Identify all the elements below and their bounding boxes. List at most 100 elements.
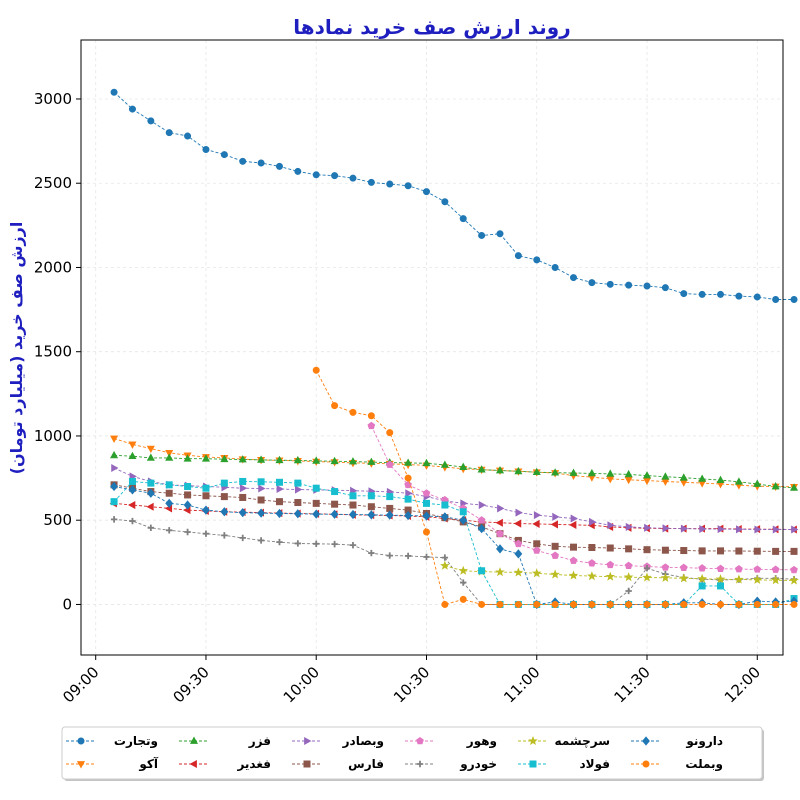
data-point bbox=[349, 174, 357, 182]
legend-marker bbox=[416, 736, 424, 745]
data-point bbox=[349, 501, 357, 509]
data-point bbox=[589, 517, 597, 526]
data-point bbox=[404, 495, 412, 503]
data-point bbox=[258, 484, 266, 493]
data-point bbox=[220, 151, 228, 159]
data-point bbox=[734, 574, 744, 584]
data-point bbox=[441, 600, 449, 608]
data-point bbox=[423, 553, 430, 561]
data-point bbox=[458, 565, 469, 575]
data-point bbox=[661, 472, 670, 480]
series-line bbox=[444, 565, 795, 581]
data-point bbox=[165, 453, 174, 461]
data-point bbox=[165, 481, 173, 489]
data-point bbox=[753, 547, 761, 555]
data-point bbox=[606, 280, 614, 288]
data-point bbox=[367, 510, 376, 520]
data-point bbox=[128, 105, 136, 113]
data-point bbox=[772, 525, 781, 534]
data-point bbox=[551, 468, 560, 476]
data-point bbox=[147, 117, 155, 125]
data-point bbox=[643, 546, 651, 554]
data-point bbox=[496, 544, 504, 554]
data-point bbox=[644, 523, 652, 532]
data-point bbox=[422, 511, 431, 521]
data-point bbox=[607, 521, 615, 530]
legend-marker bbox=[189, 736, 199, 744]
data-point bbox=[570, 543, 578, 551]
data-point bbox=[201, 454, 210, 462]
data-point bbox=[441, 198, 449, 206]
data-point bbox=[716, 564, 725, 573]
data-point bbox=[550, 520, 558, 529]
data-point bbox=[495, 567, 505, 577]
data-point bbox=[129, 517, 136, 525]
series-line bbox=[114, 502, 795, 530]
data-point bbox=[459, 595, 467, 603]
data-point bbox=[404, 510, 413, 521]
data-point bbox=[717, 582, 725, 590]
series-line bbox=[114, 484, 794, 552]
y-tick-label: 3000 bbox=[34, 90, 72, 108]
data-point bbox=[570, 600, 578, 608]
data-point bbox=[110, 516, 118, 523]
data-point bbox=[330, 509, 339, 519]
legend-label: آکو bbox=[138, 756, 159, 772]
data-point bbox=[459, 508, 467, 516]
data-point bbox=[294, 499, 302, 507]
legend-item: فزر bbox=[179, 734, 271, 748]
legend-item: آکو bbox=[66, 756, 159, 772]
data-point bbox=[698, 582, 706, 590]
data-point bbox=[515, 508, 523, 517]
series-3 bbox=[110, 450, 799, 491]
legend-label: فغدیر bbox=[236, 757, 271, 771]
data-point bbox=[422, 458, 431, 467]
data-point bbox=[532, 546, 541, 554]
data-point bbox=[331, 172, 339, 180]
data-point bbox=[183, 500, 192, 510]
y-tick-label: 2000 bbox=[34, 258, 72, 276]
data-point bbox=[405, 489, 413, 498]
data-point bbox=[772, 600, 780, 608]
data-point bbox=[587, 571, 597, 581]
data-point bbox=[293, 509, 302, 519]
data-point bbox=[789, 483, 799, 491]
data-point bbox=[184, 483, 192, 491]
data-point bbox=[753, 293, 761, 301]
legend-item: وبصادر bbox=[292, 734, 384, 749]
data-point bbox=[588, 600, 596, 608]
data-point bbox=[533, 540, 541, 548]
data-point bbox=[146, 488, 155, 498]
legend-marker bbox=[77, 737, 85, 745]
data-point bbox=[239, 477, 247, 485]
data-point bbox=[312, 456, 321, 464]
data-point bbox=[533, 600, 541, 608]
data-point bbox=[496, 600, 504, 608]
data-point bbox=[275, 478, 283, 486]
data-point bbox=[331, 540, 338, 548]
data-point bbox=[275, 455, 284, 464]
data-point bbox=[111, 463, 119, 472]
data-point bbox=[275, 498, 283, 506]
data-point bbox=[385, 510, 394, 520]
data-point bbox=[661, 600, 669, 608]
data-point bbox=[147, 524, 155, 531]
legend: وتجارت آکو فزر فغدیر وبصادر فارس وهور خودرو سرچش… bbox=[61, 726, 764, 781]
data-point bbox=[146, 453, 155, 461]
series-10 bbox=[110, 477, 798, 608]
legend-label: خودرو bbox=[459, 757, 497, 772]
data-point bbox=[771, 482, 780, 490]
data-point bbox=[791, 525, 799, 534]
data-point bbox=[239, 534, 246, 542]
data-point bbox=[532, 519, 540, 528]
legend-label: فزر bbox=[248, 734, 271, 748]
data-point bbox=[459, 215, 467, 223]
legend-label: دارونو bbox=[685, 734, 723, 749]
data-point bbox=[606, 560, 615, 569]
data-point bbox=[422, 528, 430, 536]
x-tick-label: 10:30 bbox=[390, 663, 433, 706]
data-point bbox=[715, 574, 726, 584]
data-point bbox=[606, 600, 614, 608]
data-point bbox=[661, 478, 670, 486]
data-point bbox=[717, 547, 725, 555]
